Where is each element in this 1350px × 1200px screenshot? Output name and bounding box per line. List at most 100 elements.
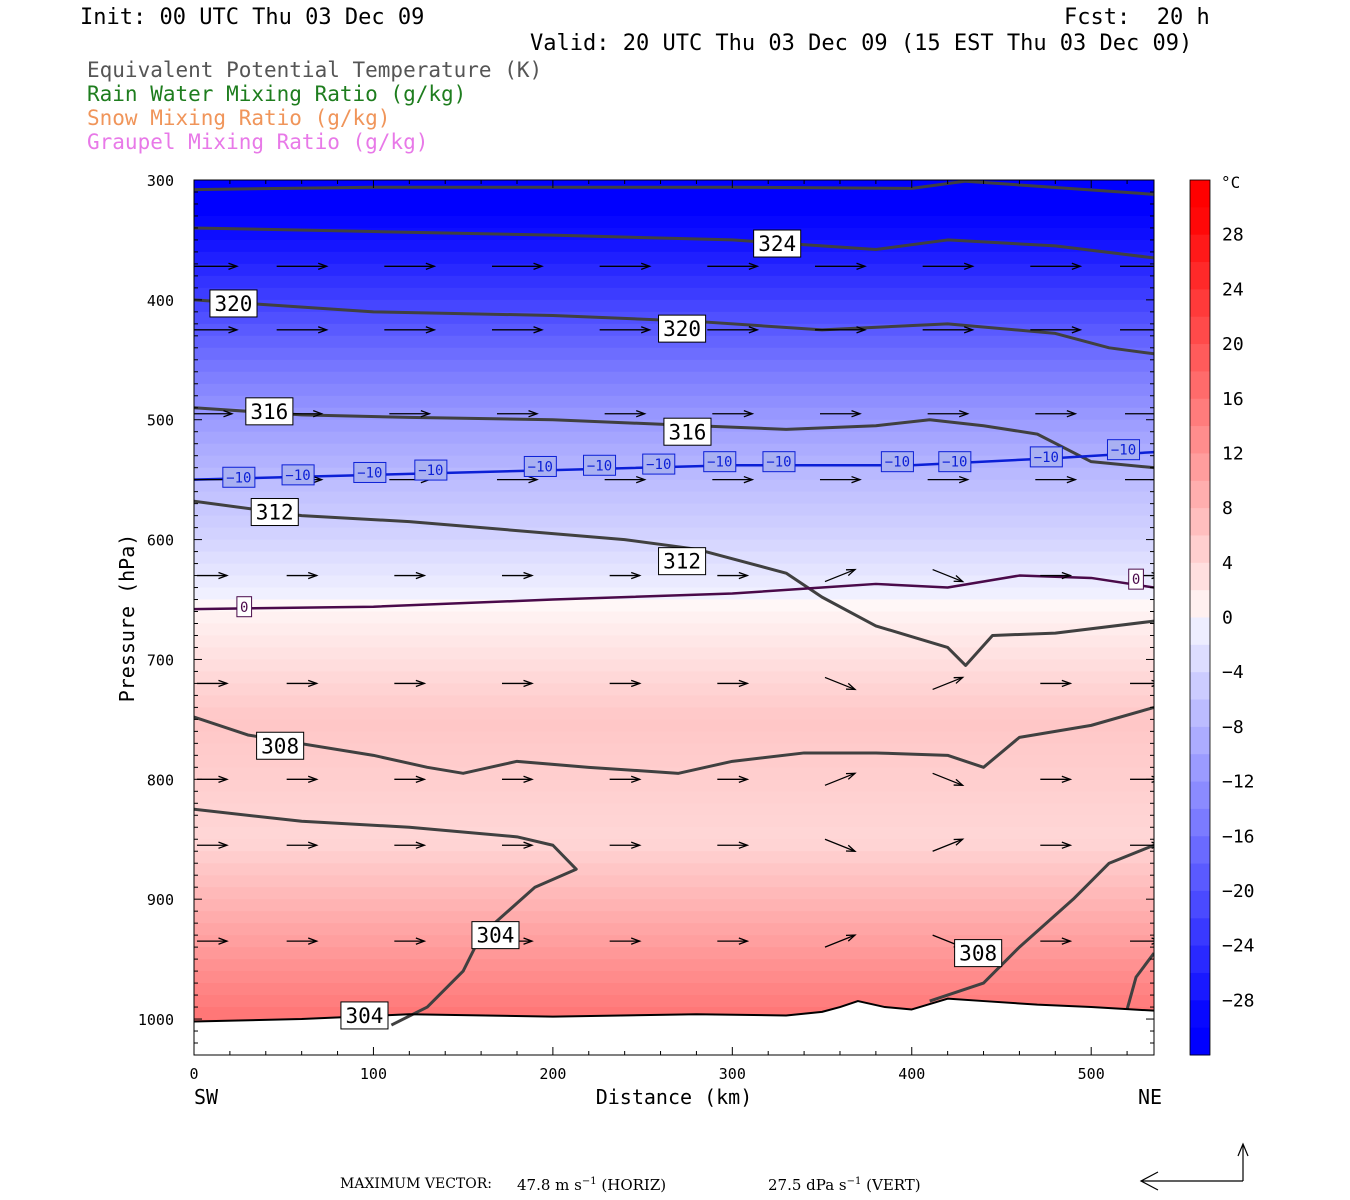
temperature-band <box>194 599 1154 613</box>
temperature-band <box>194 611 1154 625</box>
wind-vector-head <box>635 410 647 418</box>
colorbar-segment <box>1190 617 1210 646</box>
theta-e-label-box <box>753 229 802 258</box>
theta-e-label: 320 <box>663 317 701 341</box>
wind-vector-head <box>1066 475 1078 484</box>
isotherm-minus10-label: −10 <box>418 463 443 479</box>
colorbar-tick-label: −12 <box>1222 772 1255 793</box>
wind-vector-head <box>1162 327 1170 333</box>
wind-vector-head <box>420 410 432 418</box>
wind-vector-head <box>523 679 534 688</box>
theta-e-label-box <box>209 289 258 318</box>
colorbar-tick-label: −20 <box>1222 881 1255 902</box>
x-tick-label: 100 <box>360 1065 387 1083</box>
temperature-band <box>194 875 1154 888</box>
wind-vector-head <box>953 575 965 583</box>
wind-vector-head <box>851 475 862 484</box>
temperature-band <box>194 863 1154 876</box>
theta-e-label: 316 <box>668 420 706 444</box>
wind-vector-head <box>958 410 970 418</box>
temperature-band <box>194 755 1154 768</box>
wind-vector-head <box>738 775 750 784</box>
wind-vector-head <box>748 262 760 270</box>
wind-vector-head <box>218 679 229 688</box>
colorbar-segment <box>1190 535 1210 564</box>
wind-vector-head <box>851 410 862 418</box>
temperature-band <box>194 227 1154 241</box>
isotherm-minus10-label-box <box>938 451 972 473</box>
wind-vector-head <box>630 841 642 849</box>
wind-vector <box>932 838 963 852</box>
wind-vector-head <box>523 571 534 580</box>
theta-e-label-box <box>658 547 707 576</box>
x-tick-label: 0 <box>189 1065 198 1083</box>
theta-e-label-box <box>256 731 305 760</box>
max-vector-vert-value: 27.5 dPa s <box>768 1176 847 1194</box>
colorbar-segment <box>1190 945 1210 974</box>
wind-vector-head <box>958 475 970 484</box>
colorbar-tick-label: −24 <box>1222 936 1255 957</box>
temperature-band <box>194 347 1154 361</box>
colorbar-segment <box>1190 371 1210 400</box>
isotherm-minus10-label: −10 <box>942 455 967 471</box>
colorbar-tick-label: 0 <box>1222 608 1233 629</box>
x-tick-label: 500 <box>1078 1065 1105 1083</box>
isotherm-minus10-label-box <box>414 459 448 481</box>
colorbar-segment <box>1190 808 1210 837</box>
colorbar-tick-label: 4 <box>1222 553 1233 574</box>
colorbar-segment <box>1190 344 1210 372</box>
theta-e-contour-304 <box>1125 952 1154 1010</box>
wind-vector <box>824 934 856 948</box>
isotherm-minus10-label: −10 <box>285 468 310 484</box>
legend-rain: Rain Water Mixing Ratio (g/kg) <box>87 82 467 106</box>
legend-snow: Snow Mixing Ratio (g/kg) <box>87 106 391 130</box>
temperature-band <box>194 779 1154 792</box>
colorbar-segment <box>1190 890 1210 919</box>
wind-vector-head <box>1071 262 1083 270</box>
wind-vector-head <box>630 775 642 784</box>
forecast-hour: Fcst: 20 h <box>1064 5 1210 30</box>
isotherm-minus10-label: −10 <box>646 457 671 473</box>
isotherm-0-label-box <box>1128 568 1144 590</box>
colorbar-tick-label: 28 <box>1222 225 1244 246</box>
isotherm-minus10-label: −10 <box>357 466 382 482</box>
temperature-fill <box>194 180 1154 1055</box>
theta-e-label: 312 <box>663 550 701 574</box>
temperature-band <box>194 971 1154 984</box>
isotherm-minus10-label-box <box>523 455 557 477</box>
temperature-band <box>194 371 1154 385</box>
colorbar-tick-label: −4 <box>1222 662 1244 683</box>
colorbar-tick-label: 24 <box>1222 279 1244 300</box>
colorbar-segment <box>1190 180 1210 208</box>
y-tick-label: 700 <box>147 651 174 669</box>
colorbar-segment <box>1190 426 1210 454</box>
wind-vector-head <box>218 841 229 849</box>
colorbar-segment <box>1190 644 1210 673</box>
theta-e-label-box <box>250 498 299 527</box>
temperature-band <box>194 503 1154 517</box>
isotherm-minus10-label: −10 <box>226 470 251 486</box>
wind-vector-head <box>1061 937 1073 945</box>
wind-vector-head <box>415 775 427 784</box>
y-tick-label: 900 <box>147 891 174 909</box>
wind-vector-head <box>738 679 750 688</box>
wind-vector-head <box>307 775 319 784</box>
isotherm-minus10-label-box <box>281 464 315 486</box>
temperature-band <box>194 395 1154 409</box>
wind-vector-head <box>528 475 539 484</box>
isotherm-0-line <box>194 574 1154 611</box>
colorbar-tick-label: 20 <box>1222 334 1244 355</box>
y-tick-label: 800 <box>147 771 174 789</box>
wind-vector-head <box>523 937 534 945</box>
x-end-label-ne: NE <box>1138 1085 1162 1109</box>
theta-e-label-box <box>954 939 1003 968</box>
theta-e-label: 308 <box>959 942 997 966</box>
x-axis-label: Distance (km) <box>596 1085 753 1109</box>
wind-vector-head <box>415 937 427 945</box>
wind-vector-head <box>738 571 750 580</box>
wind-vector-head <box>425 262 437 270</box>
max-vector-label: MAXIMUM VECTOR: <box>340 1176 492 1192</box>
y-axis-label: Pressure (hPa) <box>115 534 139 703</box>
temperature-band <box>194 203 1154 217</box>
temperature-band <box>194 443 1154 457</box>
